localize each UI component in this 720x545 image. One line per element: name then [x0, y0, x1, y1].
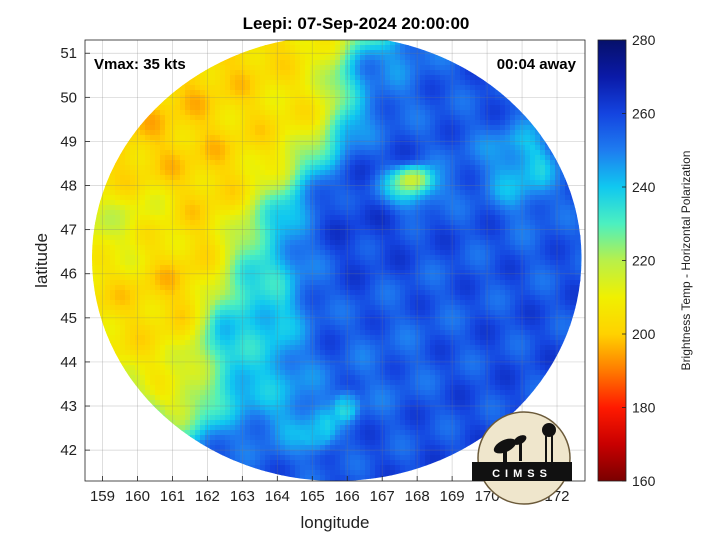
- x-axis-label: longitude: [300, 513, 369, 532]
- x-tick-label: 159: [90, 488, 115, 505]
- colorbar-tick-label: 180: [632, 400, 656, 416]
- x-tick-label: 167: [370, 488, 395, 505]
- colorbar-tick-label: 220: [632, 253, 656, 269]
- y-tick-label: 50: [60, 89, 77, 106]
- x-tick-label: 168: [405, 488, 430, 505]
- colorbar-tick-label: 200: [632, 326, 656, 342]
- colorbar-tick-label: 280: [632, 32, 656, 48]
- y-tick-label: 48: [60, 178, 77, 195]
- x-tick-label: 165: [300, 488, 325, 505]
- colorbar-label: Brightness Temp - Horizontal Polarizatio…: [679, 151, 693, 371]
- y-tick-label: 49: [60, 133, 77, 150]
- y-tick-label: 47: [60, 222, 77, 239]
- y-tick-label: 44: [60, 354, 77, 371]
- y-axis-ticks: 42 43 44 45 46 47 48 49 50 51: [60, 45, 90, 459]
- colorbar-tick-label: 240: [632, 179, 656, 195]
- colorbar-tick-label: 260: [632, 106, 656, 122]
- colorbar: [598, 40, 626, 481]
- y-tick-label: 45: [60, 310, 77, 327]
- x-tick-label: 161: [160, 488, 185, 505]
- x-tick-label: 163: [230, 488, 255, 505]
- x-tick-label: 166: [335, 488, 360, 505]
- y-tick-label: 51: [60, 45, 77, 62]
- x-tick-label: 160: [125, 488, 150, 505]
- y-tick-label: 43: [60, 398, 77, 415]
- y-axis-label: latitude: [32, 233, 51, 288]
- time-away-annotation: 00:04 away: [497, 56, 577, 73]
- x-tick-label: 164: [265, 488, 290, 505]
- x-tick-label: 162: [195, 488, 220, 505]
- colorbar-ticks: 160 180 200 220 240 260 280: [622, 32, 656, 489]
- chart-title: Leepi: 07-Sep-2024 20:00:00: [243, 14, 470, 33]
- y-tick-label: 42: [60, 442, 77, 459]
- colorbar-tick-label: 160: [632, 473, 656, 489]
- y-tick-label: 46: [60, 266, 77, 283]
- x-tick-label: 169: [440, 488, 465, 505]
- vmax-annotation: Vmax: 35 kts: [94, 56, 186, 73]
